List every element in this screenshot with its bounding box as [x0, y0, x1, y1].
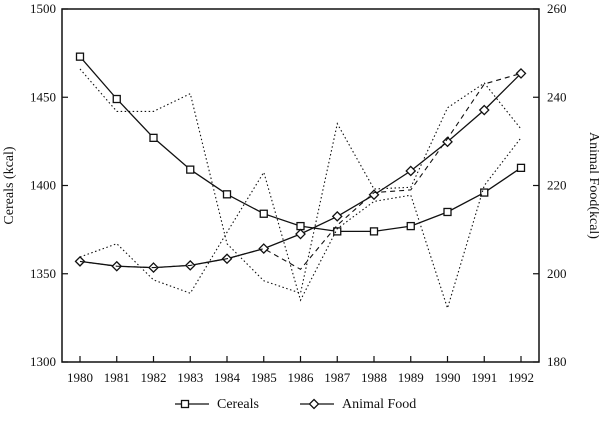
- data-point-animal-food: [258, 243, 270, 255]
- series-layer: [74, 52, 527, 311]
- x-axis: 1980 1981 1982 1983 1984 1985 1986 1987 1988 1989…: [67, 356, 534, 385]
- legend-label-animal-food: Animal Food: [342, 397, 416, 412]
- data-point-cereals: [333, 227, 342, 236]
- x-tick-label: 1990: [435, 370, 461, 385]
- data-point-animal-food: [295, 228, 306, 240]
- right-tick-label: 260: [547, 1, 567, 16]
- left-axis: 1300 1350 1400 1450 1500: [30, 1, 68, 369]
- data-point-cereals: [112, 94, 121, 104]
- left-tick-label: 1400: [30, 178, 56, 193]
- left-tick-label: 1300: [30, 354, 56, 369]
- x-tick-label: 1986: [288, 370, 315, 385]
- data-point-animal-food: [74, 255, 86, 267]
- series-line-right-dotted-3: [79, 137, 522, 311]
- x-tick-label: 1980: [67, 370, 93, 385]
- data-point-animal-food: [405, 165, 417, 177]
- data-point-cereals: [369, 227, 379, 236]
- x-tick-label: 1981: [104, 370, 130, 385]
- data-point-cereals: [480, 188, 489, 197]
- legend: Cereals Animal Food: [175, 397, 416, 412]
- data-point-animal-food: [442, 136, 453, 148]
- right-tick-label: 220: [547, 178, 567, 193]
- data-point-cereals: [259, 209, 268, 218]
- data-point-cereals: [222, 190, 232, 199]
- legend-label-cereals: Cereals: [217, 397, 259, 412]
- series-line-left-dotted-2: [79, 68, 522, 294]
- x-tick-label: 1985: [251, 370, 277, 385]
- x-tick-label: 1992: [508, 370, 534, 385]
- right-tick-label: 180: [547, 354, 567, 369]
- data-point-animal-food: [515, 68, 527, 79]
- x-tick-label: 1987: [324, 370, 351, 385]
- x-tick-label: 1982: [141, 370, 167, 385]
- series-line-cereals: [79, 56, 522, 233]
- data-point-animal-food: [331, 210, 343, 222]
- x-tick-label: 1989: [398, 370, 424, 385]
- data-point-cereals: [296, 221, 305, 231]
- data-point-cereals: [406, 221, 415, 231]
- left-tick-label: 1500: [30, 1, 56, 16]
- data-point-animal-food: [368, 189, 380, 201]
- x-tick-label: 1983: [177, 370, 203, 385]
- data-point-cereals: [516, 163, 526, 173]
- data-point-animal-food: [478, 104, 490, 116]
- right-tick-label: 240: [547, 89, 567, 104]
- data-point-cereals: [186, 165, 195, 174]
- right-tick-label: 200: [547, 266, 567, 281]
- legend-marker-animal-food: [308, 398, 320, 410]
- series-line-right-dashed-4: [79, 72, 522, 271]
- plot-frame: [61, 8, 540, 363]
- left-tick-label: 1450: [30, 89, 56, 104]
- data-point-cereals: [149, 133, 158, 142]
- x-tick-label: 1988: [361, 370, 387, 385]
- right-axis-title: Animal Food(kcal): [586, 132, 599, 239]
- data-point-cereals: [443, 207, 452, 217]
- legend-marker-cereals: [180, 399, 190, 409]
- x-tick-label: 1991: [471, 370, 497, 385]
- data-point-cereals: [75, 52, 85, 61]
- left-tick-label: 1350: [30, 266, 56, 281]
- x-tick-label: 1984: [214, 370, 241, 385]
- right-axis: 180 200 220 240 260: [533, 1, 567, 369]
- left-axis-title: Cereals (kcal): [2, 146, 17, 224]
